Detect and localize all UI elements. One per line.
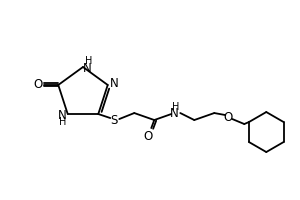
Text: N: N [110,77,119,90]
Text: O: O [224,111,233,124]
Text: O: O [34,78,43,91]
Text: S: S [111,114,118,127]
Text: N: N [58,109,67,122]
Text: O: O [144,130,153,143]
Text: H: H [59,117,66,127]
Text: N: N [82,62,91,74]
Text: N: N [170,107,179,120]
Text: H: H [85,56,93,66]
Text: H: H [172,102,179,112]
